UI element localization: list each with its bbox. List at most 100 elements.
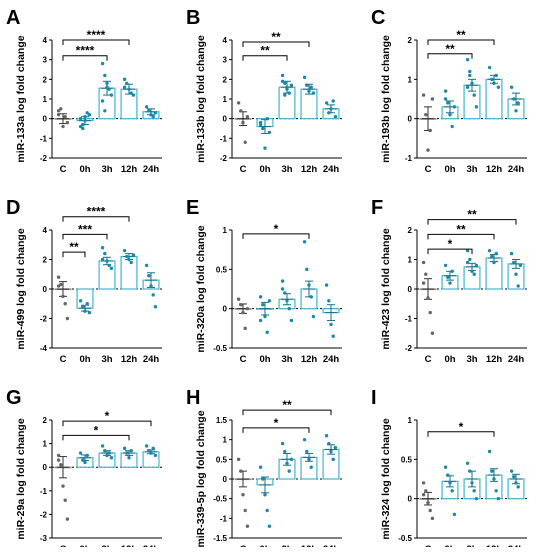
data-point [59,463,63,467]
data-point [125,81,129,85]
data-point [311,91,316,95]
significance-bracket: * [427,420,495,437]
data-point [465,85,470,89]
data-point [280,441,285,446]
data-point [241,120,245,125]
data-point [443,97,448,101]
data-point [78,451,83,455]
data-point [56,109,61,113]
data-point [430,97,435,101]
panel-letter: A [6,7,20,29]
data-point [421,93,426,97]
significance-label: **** [76,44,95,58]
data-point [87,113,92,117]
data-point [100,246,105,250]
data-point [470,269,474,273]
data-point [474,263,479,268]
data-point [109,93,114,97]
significance-label: ** [445,42,455,56]
data-point [107,87,111,91]
y-tick-label: -1 [220,514,228,523]
y-tick-label: 0 [408,285,413,294]
x-tick-label: 24h [143,164,160,175]
data-point [265,330,269,334]
data-point [443,465,448,469]
data-point [289,318,294,323]
panel-letter: C [371,7,385,29]
data-point [487,248,492,253]
data-point [258,122,263,127]
data-point [261,303,265,307]
data-point [309,85,313,89]
x-tick-label: 12h [301,164,318,175]
data-point [63,498,67,502]
x-tick-label: 3h [466,164,477,175]
data-point [245,115,250,119]
data-point [258,318,263,323]
data-point [258,465,263,469]
data-point [78,116,83,121]
panel-letter: F [371,197,383,219]
data-point [129,448,133,453]
y-tick-label: 0 [43,115,48,124]
data-point [450,124,454,129]
bar [98,260,116,290]
significance-label: * [448,237,453,251]
data-point [85,453,89,458]
data-point [324,101,329,105]
significance-bracket: * [242,222,310,239]
data-point [107,451,111,455]
data-point [512,97,516,101]
y-tick-label: 0 [223,475,228,484]
data-point [65,316,70,321]
data-point [307,457,311,462]
data-point [280,279,285,283]
y-tick-label: -1 [40,134,48,143]
y-tick-label: 1.5 [216,416,228,425]
y-tick-label: 2 [43,75,48,84]
data-point [267,130,272,135]
data-point [280,73,285,78]
panel-letter: H [186,387,200,409]
data-point [239,109,243,113]
data-point [65,517,70,521]
data-point [81,122,85,127]
significance-bracket: **** [62,205,130,222]
data-point [448,113,452,117]
x-tick-label: 0h [259,164,270,175]
data-point [83,118,87,123]
data-point [331,457,335,462]
y-tick-label: -3 [40,534,48,543]
data-point [144,105,149,109]
y-tick-label: 2 [43,416,48,425]
data-point [83,115,87,119]
data-point [105,453,109,458]
data-point [450,269,454,273]
data-point [81,458,85,462]
y-axis-label: miR-499 log fold change [15,228,27,350]
y-tick-label: -4 [40,344,48,353]
y-tick-label: 2 [408,36,413,45]
data-point [426,296,430,300]
y-tick-label: 0.5 [216,455,228,464]
data-point [430,331,435,335]
y-axis-label: miR-320a log fold change [195,225,207,352]
data-point [514,109,518,113]
x-tick-label: C [425,354,432,365]
data-point [100,257,105,262]
data-point [239,469,243,473]
data-point [245,306,250,311]
y-tick-label: 0.5 [401,455,413,464]
data-point [122,446,127,451]
data-point [514,481,518,485]
significance-bracket: ** [427,222,495,240]
data-point [151,446,155,451]
significance-label: ** [271,30,281,44]
y-axis-label: miR-133b log fold change [195,35,207,163]
data-point [426,500,430,505]
